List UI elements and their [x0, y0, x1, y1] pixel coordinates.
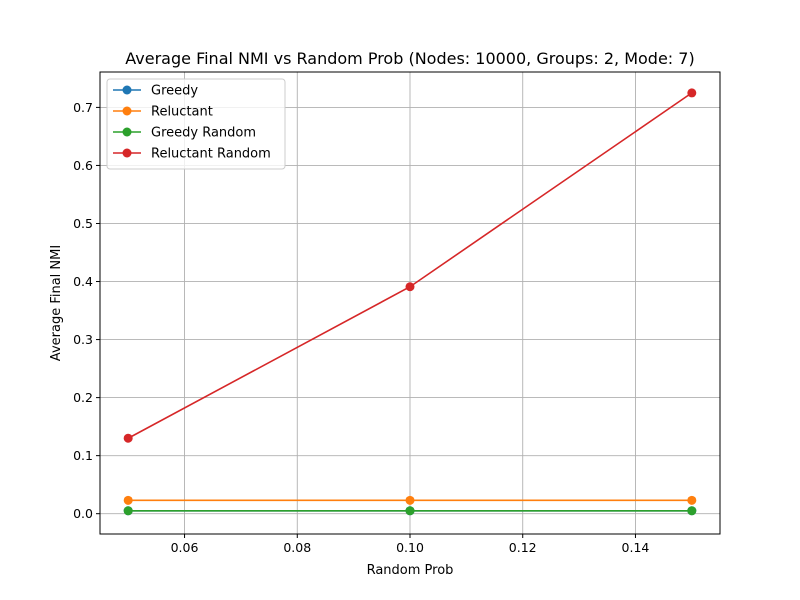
y-tick-label: 0.4: [73, 274, 93, 289]
x-tick-label: 0.14: [622, 540, 650, 555]
data-point-reluctant: [687, 495, 697, 505]
legend-label: Reluctant: [151, 105, 213, 120]
x-axis-label: Random Prob: [367, 563, 454, 578]
x-tick-label: 0.08: [283, 540, 311, 555]
legend-item-greedy-random: Greedy Random: [113, 126, 256, 141]
data-point-reluctant: [405, 495, 415, 505]
y-tick-label: 0.5: [73, 216, 93, 231]
legend-swatch-marker: [122, 106, 132, 116]
data-point-greedy-random: [687, 506, 697, 516]
data-point-reluctant-random: [405, 282, 415, 292]
x-tick-label: 0.06: [171, 540, 199, 555]
series-reluctant: [123, 495, 697, 505]
y-tick-label: 0.2: [73, 390, 93, 405]
data-point-greedy-random: [405, 506, 415, 516]
legend-item-reluctant: Reluctant: [113, 105, 213, 120]
y-tick-label: 0.7: [73, 100, 93, 115]
series-greedy-random: [123, 506, 697, 516]
data-point-reluctant-random: [123, 433, 133, 443]
x-tick-label: 0.12: [509, 540, 537, 555]
legend: Greedy Reluctant Greedy Random Reluctant Ra…: [106, 78, 286, 170]
legend-swatch-marker: [122, 127, 132, 137]
y-axis-label: Average Final NMI: [49, 245, 64, 361]
legend-item-reluctant-random: Reluctant Random: [113, 147, 271, 162]
legend-swatch-marker: [122, 148, 132, 158]
y-tick-label: 0.3: [73, 332, 93, 347]
data-point-reluctant: [123, 495, 133, 505]
legend-label: Greedy Random: [151, 126, 256, 141]
legend-label: Greedy: [151, 84, 198, 99]
chart-title: Average Final NMI vs Random Prob (Nodes:…: [125, 49, 694, 68]
series-reluctant-random: [123, 88, 697, 443]
legend-swatch-marker: [122, 85, 132, 95]
y-tick-label: 0.6: [73, 158, 93, 173]
legend-box: [106, 78, 286, 170]
legend-label: Reluctant Random: [151, 147, 271, 162]
legend-item-greedy: Greedy: [113, 84, 198, 99]
y-axis: 0.0 0.1 0.2 0.3 0.4 0.5 0.6 0.7: [73, 100, 100, 521]
data-point-reluctant-random: [687, 88, 697, 98]
series-layer: [123, 88, 697, 516]
x-axis: 0.06 0.08 0.10 0.12 0.14: [171, 534, 650, 555]
x-tick-label: 0.10: [396, 540, 424, 555]
data-point-greedy-random: [123, 506, 133, 516]
y-tick-label: 0.0: [73, 506, 93, 521]
y-tick-label: 0.1: [73, 448, 93, 463]
